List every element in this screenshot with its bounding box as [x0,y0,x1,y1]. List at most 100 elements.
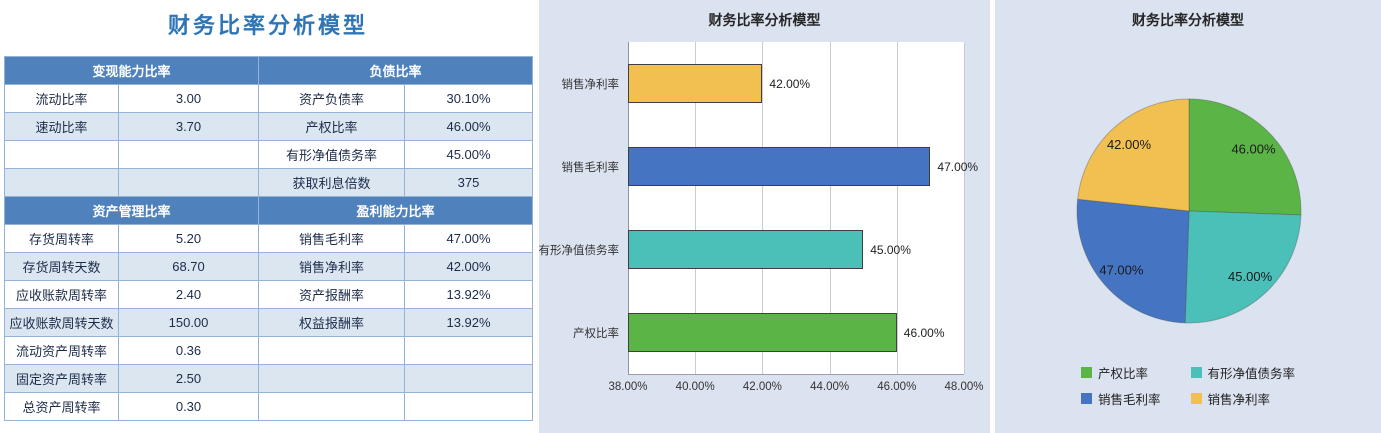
value-cell[interactable]: 5.20 [117,224,260,253]
table-row: 速动比率 3.70 产权比率 46.00% [4,112,534,141]
section-header-cell: 负债比率 [258,56,534,85]
bar-value-label: 47.00% [937,159,979,174]
value-cell[interactable]: 45.00% [404,140,534,169]
table-row: 流动比率 3.00 资产负债率 30.10% [4,84,534,113]
bar-chart-title: 财务比率分析模型 [708,12,821,28]
table-row: 固定资产周转率 2.50 [4,364,534,393]
value-cell[interactable] [404,336,534,365]
label-cell[interactable]: 销售毛利率 [258,224,406,253]
legend-item: 销售毛利率 [1080,389,1161,408]
label-cell[interactable] [258,364,406,393]
bar-row: 47.00% [628,125,978,208]
ratio-table: 变现能力比率 负债比率 流动比率 3.00 资产负债率 30.10% 速动比率 3.70 产权比… [3,56,534,421]
section-header-row: 变现能力比率 负债比率 [3,56,534,85]
value-cell[interactable]: 3.00 [117,84,260,113]
legend-label: 有形净值债务率 [1207,367,1296,381]
bar-category-axis: 销售净利率 销售毛利率 有形净值债务率 产权比率 [539,42,624,375]
label-cell[interactable]: 权益报酬率 [258,308,406,337]
value-cell[interactable]: 2.40 [117,280,260,309]
table-row: 存货周转率 5.20 销售毛利率 47.00% [4,224,534,253]
table-row: 存货周转天数 68.70 销售净利率 42.00% [4,252,534,281]
value-cell[interactable]: 150.00 [117,308,260,337]
x-axis-tick-label: 44.00% [810,381,850,393]
value-cell[interactable]: 46.00% [404,112,534,141]
legend-label: 销售毛利率 [1097,393,1161,407]
bar-value-label: 45.00% [870,242,911,257]
label-cell[interactable] [4,168,119,197]
label-cell[interactable]: 速动比率 [4,112,119,141]
label-cell[interactable]: 资产报酬率 [258,280,406,309]
label-cell[interactable]: 总资产周转率 [4,392,119,421]
label-cell[interactable] [4,140,119,169]
bar-x-ticks: 38.00% 40.00% 42.00% 44.00% 46.00% 48.00% [608,381,983,397]
ratio-table-panel: 财务比率分析模型 变现能力比率 负债比率 流动比率 3.00 资产负债率 30.10% 速动… [0,0,537,433]
bar-row: 42.00% [628,42,964,125]
bar-category-label: 销售净利率 [561,78,620,91]
pie-slice-销售毛利率 [1076,198,1190,324]
value-cell[interactable]: 0.30 [117,392,260,421]
legend-label: 销售净利率 [1207,393,1271,407]
value-cell[interactable]: 13.92% [404,280,534,309]
pie-slice-产权比率 [1188,98,1302,216]
ratio-table-body: 变现能力比率 负债比率 流动比率 3.00 资产负债率 30.10% 速动比率 3.70 产权比… [3,56,534,421]
value-cell[interactable]: 47.00% [404,224,534,253]
table-title: 财务比率分析模型 [167,13,368,38]
legend-swatch-icon [1190,367,1202,378]
label-cell[interactable] [258,392,406,421]
label-cell[interactable]: 应收账款周转率 [4,280,119,309]
pie-slice-label: 45.00% [1228,269,1273,284]
table-row: 应收账款周转率 2.40 资产报酬率 13.92% [4,280,534,309]
value-cell[interactable]: 375 [404,168,534,197]
label-cell[interactable]: 存货周转天数 [4,252,119,281]
label-cell[interactable]: 产权比率 [258,112,406,141]
label-cell[interactable]: 销售净利率 [258,252,406,281]
value-cell[interactable]: 0.36 [117,336,260,365]
bar-plot-area: 42.00% 47.00% 45.00% 46.00% [628,42,978,375]
value-cell[interactable] [117,140,260,169]
x-axis-tick-label: 46.00% [877,381,917,393]
bar-rows: 42.00% 47.00% 45.00% 46.00% [628,42,978,374]
pie-chart-title: 财务比率分析模型 [1132,12,1244,28]
pie-slice-label: 42.00% [1107,137,1152,152]
legend-swatch-icon [1080,367,1092,378]
value-cell[interactable]: 68.70 [117,252,260,281]
label-cell[interactable] [258,336,406,365]
gridline [695,42,697,374]
bar-row: 46.00% [628,291,964,374]
bar-category-label: 有形净值债务率 [538,245,620,258]
value-cell[interactable]: 2.50 [117,364,260,393]
label-cell[interactable]: 固定资产周转率 [4,364,119,393]
pie-slice-有形净值债务率 [1184,210,1302,324]
gridline [628,42,629,374]
value-cell[interactable] [404,392,534,421]
section-header-cell: 变现能力比率 [3,56,260,85]
value-cell[interactable]: 13.92% [404,308,534,337]
gridline [964,42,965,374]
label-cell[interactable]: 资产负债率 [258,84,406,113]
bar-gridlines [628,42,965,374]
label-cell[interactable]: 获取利息倍数 [258,168,406,197]
label-cell[interactable]: 流动资产周转率 [4,336,119,365]
gridline [896,42,898,374]
gridline [829,42,831,374]
bar-销售毛利率 [628,147,931,186]
pie-slice-label: 46.00% [1231,141,1276,156]
label-cell[interactable]: 应收账款周转天数 [4,308,119,337]
bar-category-label: 销售毛利率 [561,161,620,174]
label-cell[interactable]: 存货周转率 [4,224,119,253]
table-row: 总资产周转率 0.30 [4,392,534,421]
value-cell[interactable]: 30.10% [404,84,534,113]
value-cell[interactable]: 3.70 [117,112,260,141]
label-cell[interactable]: 有形净值债务率 [258,140,406,169]
label-cell[interactable]: 流动比率 [4,84,119,113]
bar-value-label: 42.00% [769,76,811,91]
legend-item: 销售净利率 [1190,389,1296,408]
x-axis-tick-label: 40.00% [675,381,715,393]
value-cell[interactable] [404,364,534,393]
value-cell[interactable] [117,168,260,197]
value-cell[interactable]: 42.00% [404,252,534,281]
pie-chart: 46.00% 45.00% 47.00% 42.00% [1076,98,1302,324]
pie-slice-销售净利率 [1077,98,1190,212]
bar-产权比率 [628,313,897,352]
